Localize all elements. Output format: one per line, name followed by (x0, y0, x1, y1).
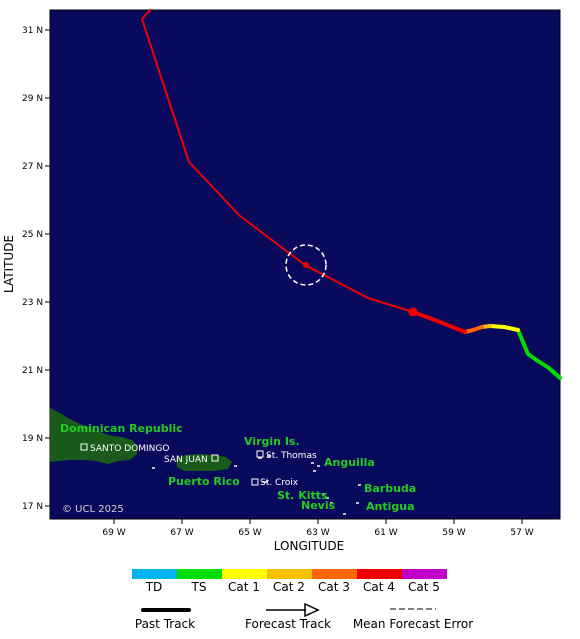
lat-tick-25: 25 N (22, 230, 43, 240)
past-track-cat3 (463, 325, 484, 334)
lon-tick-57: 57 W (510, 528, 533, 538)
legend-swatch-td (132, 569, 177, 579)
lat-tick-19: 19 N (22, 434, 43, 444)
forecast-point (303, 262, 309, 268)
lat-tick-31: 31 N (22, 26, 43, 36)
marker-st-croix (251, 478, 259, 486)
small-islands (152, 455, 361, 515)
copyright-label: © UCL 2025 (62, 504, 124, 515)
label-antigua: Antigua (366, 500, 415, 513)
legend-label-cat5: Cat 5 (408, 580, 440, 594)
label-dominican-republic: Dominican Republic (60, 422, 183, 435)
legend-swatch-ts (177, 569, 222, 579)
marker-santo-domingo (80, 443, 88, 451)
current-position-marker (408, 307, 418, 317)
lon-tick-59: 59 W (442, 528, 465, 538)
legend-past-track-label: Past Track (135, 617, 195, 631)
label-st-croix: St. Croix (260, 478, 299, 488)
label-san-juan: SAN JUAN (164, 455, 208, 465)
lat-tick-27: 27 N (22, 162, 43, 172)
legend-label-cat4: Cat 4 (363, 580, 395, 594)
legend-swatch-cat5 (402, 569, 447, 579)
forecast-error-circle (285, 244, 327, 286)
label-st-thomas: St. Thomas (266, 451, 317, 461)
past-track-ts (516, 328, 562, 380)
lat-tick-17: 17 N (22, 502, 43, 512)
label-puerto-rico: Puerto Rico (168, 475, 240, 488)
past-track-cat4 (411, 310, 467, 334)
lat-tick-23: 23 N (22, 298, 43, 308)
lon-tick-67: 67 W (170, 528, 193, 538)
lon-tick-65: 65 W (238, 528, 261, 538)
forecast-track (141, 8, 414, 313)
lon-tick-69: 69 W (102, 528, 125, 538)
legend-label-cat2: Cat 2 (273, 580, 305, 594)
legend-forecast-arrow (266, 602, 320, 618)
land-hispaniola (50, 408, 138, 464)
lat-tick-21: 21 N (22, 366, 43, 376)
label-st-kitts: St. Kitts (277, 489, 328, 502)
legend-forecast-track-label: Forecast Track (245, 617, 331, 631)
lon-ticks (113, 519, 523, 524)
legend-colorbar (132, 569, 447, 579)
label-barbuda: Barbuda (364, 482, 416, 495)
x-axis-title: LONGITUDE (274, 539, 344, 553)
marker-san-juan (211, 454, 219, 462)
legend-swatch-cat4 (357, 569, 402, 579)
legend-label-cat3: Cat 3 (318, 580, 350, 594)
label-anguilla: Anguilla (324, 456, 375, 469)
legend-label-ts: TS (191, 580, 207, 594)
label-virgin-islands: Virgin Is. (244, 435, 300, 448)
legend-swatch-cat3 (312, 569, 357, 579)
y-axis-title: LATITUDE (2, 235, 16, 293)
label-nevis: Nevis (301, 499, 336, 512)
legend-swatch-cat2 (267, 569, 312, 579)
past-track-cat1 (488, 324, 520, 332)
marker-st-thomas (256, 450, 264, 458)
lat-ticks (45, 29, 50, 507)
legend-mean-error-label: Mean Forecast Error (353, 617, 473, 631)
legend-label-cat1: Cat 1 (228, 580, 260, 594)
lon-tick-61: 61 W (374, 528, 397, 538)
city-markers (80, 443, 264, 486)
legend-swatch-cat1 (222, 569, 267, 579)
past-track (411, 310, 562, 380)
lon-tick-63: 63 W (306, 528, 329, 538)
legend-label-td: TD (145, 580, 163, 594)
label-santo-domingo: SANTO DOMINGO (90, 444, 169, 454)
lat-tick-29: 29 N (22, 94, 43, 104)
